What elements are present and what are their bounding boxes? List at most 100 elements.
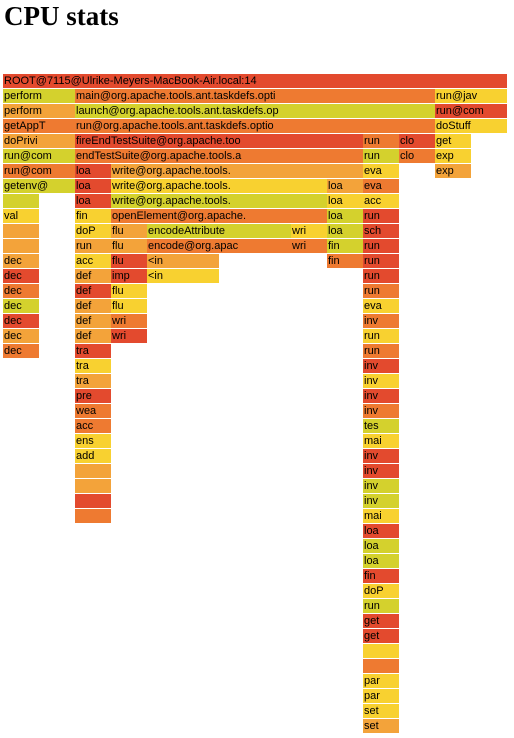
flame-frame[interactable]: exp bbox=[435, 149, 471, 163]
flame-frame[interactable]: acc bbox=[75, 254, 111, 268]
flame-frame[interactable]: fin bbox=[363, 569, 399, 583]
flame-frame[interactable]: dec bbox=[3, 254, 39, 268]
flame-frame[interactable]: inv bbox=[363, 464, 399, 478]
flame-frame[interactable]: exp bbox=[435, 164, 471, 178]
flame-frame[interactable]: tra bbox=[75, 344, 111, 358]
flame-frame[interactable]: inv bbox=[363, 479, 399, 493]
flame-frame[interactable]: dec bbox=[3, 329, 39, 343]
flame-frame[interactable]: eva bbox=[363, 299, 399, 313]
flame-frame[interactable]: get bbox=[435, 134, 471, 148]
flame-frame[interactable] bbox=[363, 659, 399, 673]
flame-frame[interactable]: loa bbox=[363, 539, 399, 553]
flame-frame[interactable]: loa bbox=[75, 164, 111, 178]
flame-frame[interactable]: inv bbox=[363, 314, 399, 328]
flame-frame[interactable]: flu bbox=[111, 254, 147, 268]
flame-frame[interactable]: inv bbox=[363, 389, 399, 403]
flame-frame[interactable]: flu bbox=[111, 284, 147, 298]
flame-frame[interactable]: run bbox=[363, 149, 399, 163]
flame-frame[interactable]: wri bbox=[111, 329, 147, 343]
flame-frame[interactable]: run bbox=[363, 344, 399, 358]
flame-frame[interactable]: doStuff bbox=[435, 119, 507, 133]
flame-frame[interactable]: flu bbox=[111, 224, 147, 238]
flame-frame[interactable]: tra bbox=[75, 374, 111, 388]
flame-frame[interactable]: run bbox=[363, 269, 399, 283]
flame-frame[interactable]: clo bbox=[399, 149, 435, 163]
flame-frame[interactable]: mai bbox=[363, 434, 399, 448]
flame-frame[interactable]: set bbox=[363, 704, 399, 718]
flame-frame[interactable]: wea bbox=[75, 404, 111, 418]
flame-frame[interactable]: eva bbox=[363, 179, 399, 193]
flame-frame[interactable]: run bbox=[75, 239, 111, 253]
flame-frame[interactable]: dec bbox=[3, 299, 39, 313]
flame-frame[interactable]: sch bbox=[363, 224, 399, 238]
flame-frame[interactable]: clo bbox=[399, 134, 435, 148]
flame-frame[interactable]: <in bbox=[147, 269, 219, 283]
flame-frame[interactable]: acc bbox=[363, 194, 399, 208]
flame-frame[interactable]: def bbox=[75, 269, 111, 283]
flame-frame[interactable]: ROOT@7115@Ulrike-Meyers-MacBook-Air.loca… bbox=[3, 74, 507, 88]
flame-frame[interactable] bbox=[3, 224, 39, 238]
flame-frame[interactable] bbox=[363, 644, 399, 658]
flame-frame[interactable]: openElement@org.apache. bbox=[111, 209, 327, 223]
flame-frame[interactable]: <in bbox=[147, 254, 219, 268]
flame-frame[interactable]: tra bbox=[75, 359, 111, 373]
flame-frame[interactable]: loa bbox=[327, 194, 363, 208]
flame-frame[interactable]: encode@org.apac bbox=[147, 239, 291, 253]
flame-frame[interactable]: imp bbox=[111, 269, 147, 283]
flame-frame[interactable]: loa bbox=[363, 554, 399, 568]
flame-frame[interactable]: get bbox=[363, 629, 399, 643]
flame-frame[interactable]: perform bbox=[3, 89, 75, 103]
flame-frame[interactable]: loa bbox=[75, 179, 111, 193]
flame-frame[interactable]: getAppT bbox=[3, 119, 75, 133]
flame-frame[interactable]: dec bbox=[3, 344, 39, 358]
flame-frame[interactable]: fin bbox=[327, 239, 363, 253]
flame-frame[interactable]: run bbox=[363, 134, 399, 148]
flame-frame[interactable]: run bbox=[363, 599, 399, 613]
flame-frame[interactable]: wri bbox=[291, 224, 327, 238]
flame-frame[interactable]: dec bbox=[3, 314, 39, 328]
flame-frame[interactable]: inv bbox=[363, 449, 399, 463]
flame-frame[interactable]: fin bbox=[327, 254, 363, 268]
flame-frame[interactable]: launch@org.apache.tools.ant.taskdefs.op bbox=[75, 104, 435, 118]
flame-frame[interactable]: val bbox=[3, 209, 39, 223]
flame-frame[interactable]: flu bbox=[111, 299, 147, 313]
flame-frame[interactable]: def bbox=[75, 314, 111, 328]
flame-frame[interactable]: flu bbox=[111, 239, 147, 253]
flame-frame[interactable]: run@org.apache.tools.ant.taskdefs.optio bbox=[75, 119, 435, 133]
flame-frame[interactable]: fin bbox=[75, 209, 111, 223]
flame-frame[interactable] bbox=[3, 239, 39, 253]
flame-frame[interactable]: def bbox=[75, 329, 111, 343]
flame-frame[interactable]: doP bbox=[75, 224, 111, 238]
flame-frame[interactable]: loa bbox=[327, 209, 363, 223]
flame-frame[interactable]: wri bbox=[291, 239, 327, 253]
flame-frame[interactable]: write@org.apache.tools. bbox=[111, 164, 363, 178]
flame-frame[interactable]: perform bbox=[3, 104, 75, 118]
flame-frame[interactable]: add bbox=[75, 449, 111, 463]
flame-frame[interactable]: inv bbox=[363, 494, 399, 508]
flame-frame[interactable]: run@jav bbox=[435, 89, 507, 103]
flame-frame[interactable]: run@com bbox=[3, 164, 75, 178]
flame-frame[interactable]: pre bbox=[75, 389, 111, 403]
flame-frame[interactable]: run@com bbox=[435, 104, 507, 118]
flame-frame[interactable]: inv bbox=[363, 374, 399, 388]
flame-frame[interactable] bbox=[75, 464, 111, 478]
flame-frame[interactable]: write@org.apache.tools. bbox=[111, 194, 327, 208]
flame-frame[interactable]: getenv@ bbox=[3, 179, 75, 193]
flame-frame[interactable]: run bbox=[363, 209, 399, 223]
flame-frame[interactable]: doP bbox=[363, 584, 399, 598]
flame-frame[interactable]: endTestSuite@org.apache.tools.a bbox=[75, 149, 363, 163]
flame-frame[interactable]: get bbox=[363, 614, 399, 628]
flame-frame[interactable]: dec bbox=[3, 269, 39, 283]
flame-frame[interactable]: main@org.apache.tools.ant.taskdefs.opti bbox=[75, 89, 435, 103]
flame-frame[interactable]: encodeAttribute bbox=[147, 224, 291, 238]
flame-frame[interactable]: par bbox=[363, 674, 399, 688]
flame-frame[interactable]: run bbox=[363, 284, 399, 298]
flame-frame[interactable]: dec bbox=[3, 284, 39, 298]
flame-frame[interactable]: wri bbox=[111, 314, 147, 328]
flame-frame[interactable]: run@com bbox=[3, 149, 75, 163]
flame-frame[interactable] bbox=[3, 194, 39, 208]
flame-frame[interactable]: mai bbox=[363, 509, 399, 523]
flame-frame[interactable]: inv bbox=[363, 359, 399, 373]
flame-frame[interactable]: def bbox=[75, 299, 111, 313]
flame-frame[interactable]: ens bbox=[75, 434, 111, 448]
